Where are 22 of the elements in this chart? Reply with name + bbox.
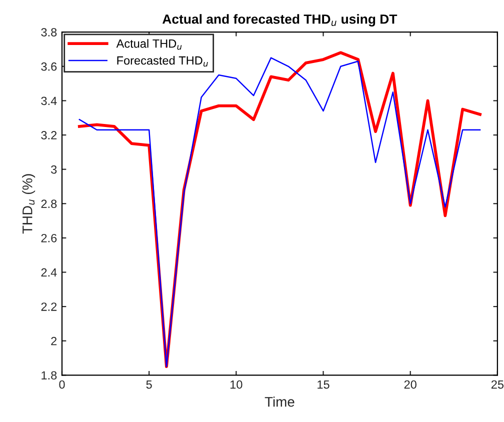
x-axis-title: Time bbox=[264, 396, 294, 407]
y-tick-label: 3.8 bbox=[41, 28, 57, 36]
legend-label: Forecasted THD$_{u}$ bbox=[117, 56, 208, 67]
legend-label: Actual THD$_{u}$ bbox=[116, 39, 182, 50]
y-tick-label: 2.2 bbox=[41, 302, 57, 311]
y-tick-label: 3 bbox=[51, 165, 57, 174]
y-tick-label: 3.4 bbox=[41, 96, 57, 106]
y-tick-label: 2.4 bbox=[41, 268, 57, 277]
y-tick-label: 1.8 bbox=[42, 371, 57, 380]
x-tick-label: 10 bbox=[230, 380, 242, 389]
y-tick-label: 2.8 bbox=[41, 200, 57, 208]
x-tick-label: 0 bbox=[59, 380, 65, 389]
y-tick-label: 2.6 bbox=[41, 234, 57, 242]
x-tick-label: 20 bbox=[404, 380, 416, 389]
x-tick-label: 25 bbox=[491, 380, 504, 389]
y-tick-label: 3.2 bbox=[41, 131, 57, 140]
y-axis-title: THD$_{u}$ (%) bbox=[22, 174, 36, 234]
x-tick-label: 5 bbox=[146, 380, 152, 389]
y-tick-label: 2 bbox=[51, 336, 57, 346]
y-tick-label: 3.6 bbox=[41, 62, 57, 71]
chart-title: Actual and forecasted THD$_{u}$ using DT bbox=[162, 14, 398, 26]
x-tick-label: 15 bbox=[318, 380, 330, 389]
